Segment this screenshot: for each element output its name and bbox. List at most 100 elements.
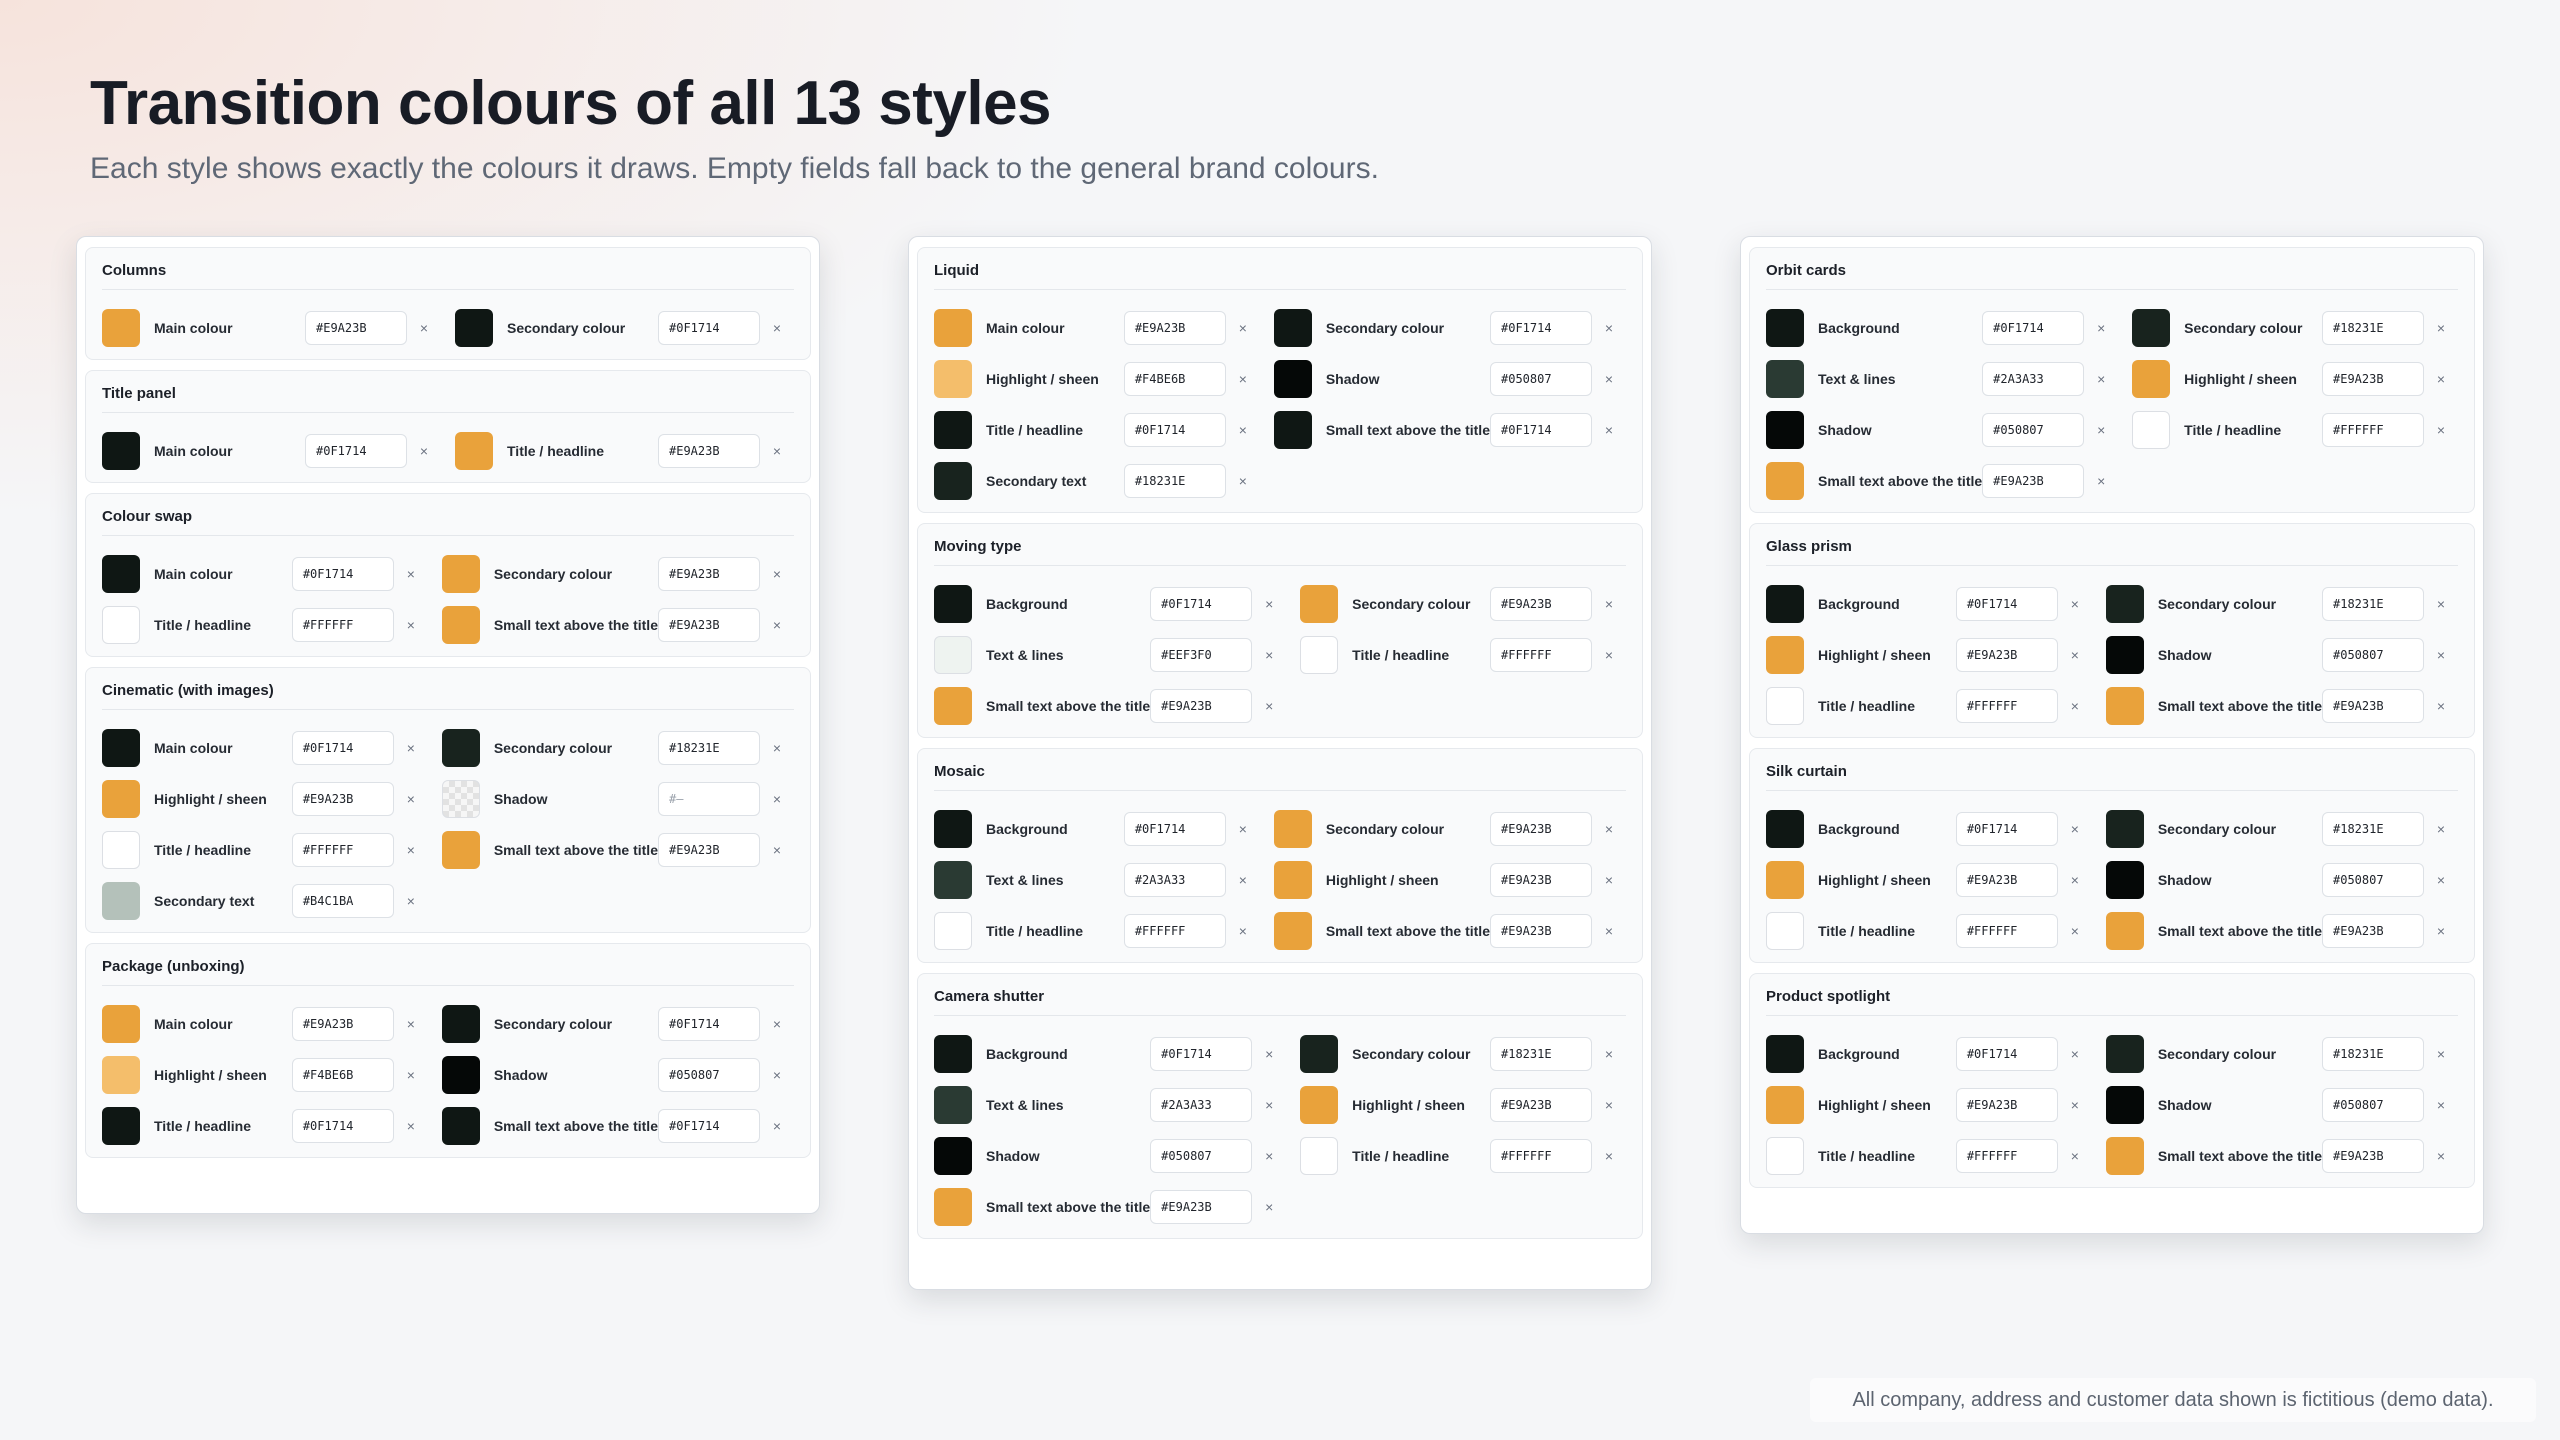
- colour-swatch[interactable]: [1766, 1136, 1804, 1175]
- hex-input[interactable]: #18231E: [2322, 586, 2424, 621]
- hex-input[interactable]: #2A3A33: [1150, 1087, 1253, 1122]
- colour-swatch[interactable]: [1273, 308, 1312, 347]
- clear-icon[interactable]: ×: [772, 1066, 782, 1083]
- clear-icon[interactable]: ×: [772, 319, 782, 336]
- hex-input[interactable]: #050807: [2322, 1087, 2424, 1122]
- colour-swatch[interactable]: [934, 1136, 972, 1175]
- hex-input[interactable]: #050807: [2322, 637, 2424, 672]
- clear-icon[interactable]: ×: [1265, 646, 1274, 663]
- colour-swatch[interactable]: [934, 584, 972, 623]
- hex-input[interactable]: #E9A23B: [658, 607, 760, 642]
- hex-input[interactable]: #0F1714: [291, 556, 394, 591]
- clear-icon[interactable]: ×: [1604, 1147, 1614, 1164]
- colour-swatch[interactable]: [455, 431, 493, 470]
- colour-swatch[interactable]: [934, 461, 972, 500]
- clear-icon[interactable]: ×: [2070, 922, 2079, 939]
- colour-swatch[interactable]: [2105, 809, 2144, 848]
- hex-input[interactable]: #E9A23B: [1490, 586, 1592, 621]
- hex-input[interactable]: #0F1714: [658, 1006, 760, 1041]
- clear-icon[interactable]: ×: [406, 1117, 415, 1134]
- colour-swatch[interactable]: [934, 860, 972, 899]
- hex-input[interactable]: #E9A23B: [1955, 637, 2058, 672]
- colour-swatch[interactable]: [1766, 584, 1804, 623]
- colour-swatch[interactable]: [441, 1004, 480, 1043]
- colour-swatch[interactable]: [1766, 1034, 1804, 1073]
- colour-swatch[interactable]: [102, 779, 140, 818]
- colour-swatch[interactable]: [2132, 410, 2171, 449]
- hex-input[interactable]: #E9A23B: [658, 433, 760, 468]
- hex-input[interactable]: #E9A23B: [1123, 310, 1226, 345]
- clear-icon[interactable]: ×: [406, 1066, 415, 1083]
- clear-icon[interactable]: ×: [419, 442, 429, 459]
- clear-icon[interactable]: ×: [772, 565, 782, 582]
- clear-icon[interactable]: ×: [406, 739, 415, 756]
- clear-icon[interactable]: ×: [1604, 319, 1614, 336]
- hex-input[interactable]: #050807: [1150, 1138, 1253, 1173]
- clear-icon[interactable]: ×: [1265, 697, 1274, 714]
- hex-input[interactable]: #EEF3F0: [1150, 637, 1253, 672]
- clear-icon[interactable]: ×: [1265, 1147, 1274, 1164]
- clear-icon[interactable]: ×: [2436, 922, 2446, 939]
- clear-icon[interactable]: ×: [1604, 421, 1614, 438]
- hex-input[interactable]: #0F1714: [305, 433, 407, 468]
- clear-icon[interactable]: ×: [1604, 1096, 1614, 1113]
- hex-input[interactable]: #0F1714: [1150, 586, 1253, 621]
- hex-input[interactable]: #F4BE6B: [1123, 361, 1226, 396]
- colour-swatch[interactable]: [934, 686, 972, 725]
- clear-icon[interactable]: ×: [1238, 421, 1247, 438]
- colour-swatch[interactable]: [1300, 1034, 1339, 1073]
- clear-icon[interactable]: ×: [1265, 1045, 1274, 1062]
- colour-swatch[interactable]: [934, 359, 972, 398]
- clear-icon[interactable]: ×: [1604, 871, 1614, 888]
- clear-icon[interactable]: ×: [406, 892, 415, 909]
- clear-icon[interactable]: ×: [2097, 472, 2106, 489]
- hex-input[interactable]: #E9A23B: [1982, 463, 2085, 498]
- colour-swatch[interactable]: [2105, 1085, 2144, 1124]
- colour-swatch[interactable]: [102, 554, 140, 593]
- hex-input[interactable]: #B4C1BA: [291, 883, 394, 918]
- colour-swatch[interactable]: [441, 605, 480, 644]
- clear-icon[interactable]: ×: [1265, 595, 1274, 612]
- clear-icon[interactable]: ×: [2436, 646, 2446, 663]
- hex-input[interactable]: #E9A23B: [305, 310, 407, 345]
- hex-input[interactable]: #E9A23B: [291, 1006, 394, 1041]
- clear-icon[interactable]: ×: [772, 739, 782, 756]
- clear-icon[interactable]: ×: [1238, 472, 1247, 489]
- hex-input[interactable]: #0F1714: [1490, 412, 1592, 447]
- clear-icon[interactable]: ×: [2436, 595, 2446, 612]
- hex-input[interactable]: #E9A23B: [1955, 862, 2058, 897]
- colour-swatch[interactable]: [441, 1106, 480, 1145]
- colour-swatch[interactable]: [1273, 860, 1312, 899]
- colour-swatch[interactable]: [455, 308, 493, 347]
- clear-icon[interactable]: ×: [406, 841, 415, 858]
- colour-swatch[interactable]: [2105, 911, 2144, 950]
- colour-swatch[interactable]: [1766, 635, 1804, 674]
- colour-swatch[interactable]: [102, 308, 140, 347]
- hex-input[interactable]: #FFFFFF: [2322, 412, 2424, 447]
- colour-swatch[interactable]: [934, 1085, 972, 1124]
- hex-input[interactable]: #—: [658, 781, 760, 816]
- hex-input[interactable]: #E9A23B: [1150, 688, 1253, 723]
- hex-input[interactable]: #E9A23B: [291, 781, 394, 816]
- hex-input[interactable]: #F4BE6B: [291, 1057, 394, 1092]
- hex-input[interactable]: #18231E: [1123, 463, 1226, 498]
- clear-icon[interactable]: ×: [772, 1117, 782, 1134]
- clear-icon[interactable]: ×: [1265, 1198, 1274, 1215]
- hex-input[interactable]: #0F1714: [658, 1108, 760, 1143]
- clear-icon[interactable]: ×: [772, 616, 782, 633]
- clear-icon[interactable]: ×: [419, 319, 429, 336]
- colour-swatch[interactable]: [2105, 860, 2144, 899]
- clear-icon[interactable]: ×: [1238, 820, 1247, 837]
- colour-swatch[interactable]: [1273, 410, 1312, 449]
- colour-swatch[interactable]: [934, 911, 972, 950]
- colour-swatch[interactable]: [2105, 1034, 2144, 1073]
- colour-swatch[interactable]: [441, 728, 480, 767]
- hex-input[interactable]: #FFFFFF: [1955, 688, 2058, 723]
- hex-input[interactable]: #18231E: [2322, 811, 2424, 846]
- colour-swatch[interactable]: [102, 830, 140, 869]
- hex-input[interactable]: #18231E: [2322, 310, 2424, 345]
- hex-input[interactable]: #E9A23B: [2322, 361, 2424, 396]
- colour-swatch[interactable]: [1766, 359, 1804, 398]
- clear-icon[interactable]: ×: [406, 565, 415, 582]
- clear-icon[interactable]: ×: [2436, 871, 2446, 888]
